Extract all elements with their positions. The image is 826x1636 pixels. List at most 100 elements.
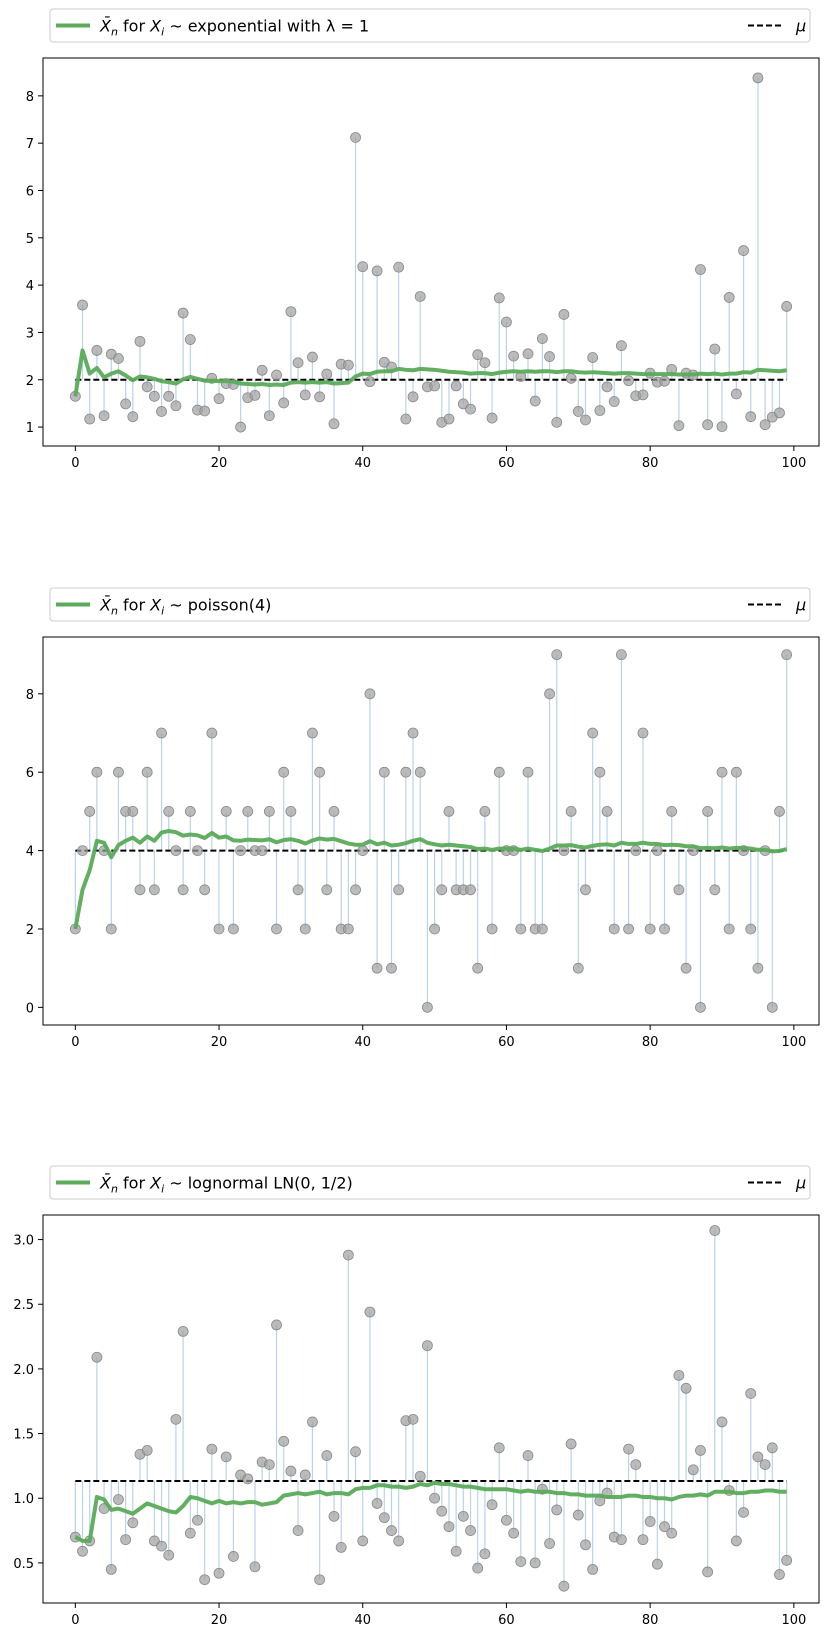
points	[69, 649, 793, 1013]
stems	[74, 1230, 788, 1587]
data-point	[572, 1509, 584, 1521]
data-point	[228, 1551, 239, 1562]
data-point	[163, 390, 175, 402]
x-tick-label: 0	[71, 1613, 79, 1628]
y-tick-label: 8	[26, 90, 34, 105]
data-point	[113, 766, 124, 778]
data-point	[673, 884, 685, 896]
data-point	[501, 1514, 512, 1526]
data-point	[759, 1459, 771, 1471]
axes-frame	[42, 636, 820, 1026]
data-point	[702, 806, 714, 817]
legend-mean-label: X̄n for Xi ~ lognormal LN(0, 1/2)	[99, 1174, 353, 1196]
data-point	[457, 398, 469, 410]
data-point	[163, 806, 175, 817]
data-point	[587, 1563, 599, 1575]
data-point	[278, 397, 290, 409]
data-point	[105, 923, 117, 935]
data-point	[429, 1492, 440, 1504]
data-point	[723, 923, 735, 935]
data-point	[235, 845, 246, 856]
data-point	[515, 1556, 527, 1568]
y-tick-label: 6	[26, 766, 34, 781]
data-point	[587, 727, 599, 739]
data-point	[307, 351, 318, 363]
x-tick-label: 100	[781, 1035, 806, 1050]
data-point	[77, 1545, 88, 1557]
legend-mean-label-part: i	[161, 1183, 164, 1196]
data-point	[91, 766, 103, 778]
data-point	[616, 649, 627, 661]
legend-mean-label-part: i	[161, 605, 164, 618]
data-point	[163, 1549, 175, 1561]
data-point	[285, 1465, 297, 1477]
data-point	[184, 334, 196, 345]
data-point	[113, 353, 124, 364]
legend-mean-label-part: X̄	[99, 1174, 112, 1193]
data-point	[357, 845, 369, 856]
data-point	[730, 388, 742, 400]
data-point	[608, 923, 620, 935]
data-point	[774, 407, 785, 419]
data-point	[443, 1521, 455, 1533]
data-point	[637, 727, 649, 739]
data-point	[170, 1413, 182, 1425]
data-point	[601, 806, 613, 817]
running-mean-line	[73, 829, 788, 930]
data-point	[465, 403, 476, 415]
data-point	[730, 1535, 742, 1547]
data-point	[637, 1534, 649, 1546]
data-point	[134, 884, 146, 896]
data-point	[659, 923, 670, 935]
data-point	[213, 1567, 225, 1579]
chart-panel-1: X̄n for Xi ~ exponential with λ = 1 μ 0 20 4…	[26, 8, 820, 471]
legend-mean-label-part: for	[118, 596, 150, 615]
data-point	[594, 766, 606, 778]
data-point	[472, 349, 484, 361]
data-point	[414, 1470, 426, 1482]
legend-box	[49, 1165, 811, 1200]
x-tick-label: 40	[354, 1035, 371, 1050]
data-point	[702, 1566, 714, 1578]
data-point	[493, 292, 505, 304]
data-point	[184, 1527, 196, 1539]
data-point	[465, 884, 476, 896]
data-point	[342, 359, 354, 371]
data-point	[472, 1562, 484, 1574]
data-point	[378, 766, 390, 778]
data-point	[357, 261, 369, 273]
legend-mu-label: μ	[795, 17, 806, 36]
data-point	[371, 265, 383, 277]
data-point	[673, 1369, 685, 1381]
data-point	[436, 884, 448, 896]
x-tick-label: 100	[781, 456, 806, 471]
data-point	[608, 396, 620, 407]
data-point	[407, 727, 419, 739]
data-point	[702, 419, 714, 431]
data-point	[307, 1416, 318, 1428]
chart-panel-2: X̄n for Xi ~ poisson(4) μ 0 20 40 60 80 100 0 2 4 6…	[26, 587, 820, 1050]
data-point	[314, 766, 326, 778]
data-point	[651, 845, 663, 856]
data-point	[687, 1464, 699, 1476]
data-point	[479, 357, 491, 369]
data-point	[292, 884, 304, 896]
data-point	[357, 1535, 369, 1547]
x-tick-label: 0	[71, 1035, 79, 1050]
data-point	[299, 389, 311, 401]
x-tick-label: 0	[71, 456, 79, 471]
chart-panel-3: X̄n for Xi ~ lognormal LN(0, 1/2) μ 0 20 40 6…	[13, 1165, 820, 1628]
data-point	[393, 1535, 405, 1547]
data-point	[472, 962, 484, 974]
data-point	[141, 1444, 153, 1456]
data-point	[414, 291, 426, 302]
data-point	[536, 923, 548, 935]
y-tick-label: 1.0	[13, 1492, 34, 1507]
data-point	[630, 845, 642, 856]
data-point	[659, 1521, 670, 1533]
y-tick-label: 5	[26, 232, 34, 247]
data-point	[572, 406, 584, 417]
legend-box	[49, 587, 811, 622]
data-point	[422, 1340, 433, 1352]
data-point	[623, 1443, 634, 1455]
